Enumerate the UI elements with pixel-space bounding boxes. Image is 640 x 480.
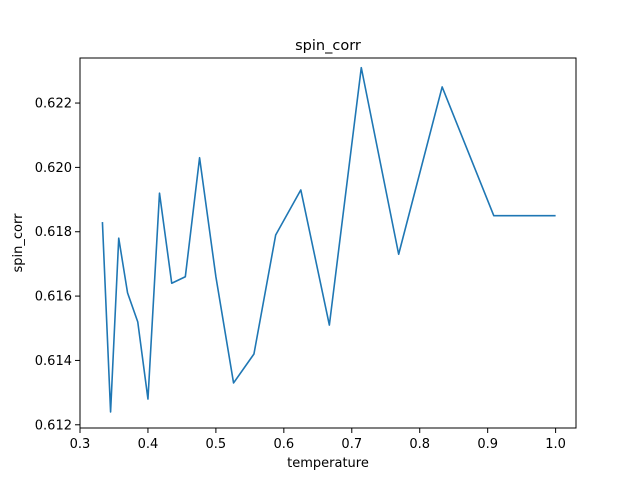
y-axis: 0.612 0.614 0.616 0.618 0.620 0.622: [35, 97, 80, 433]
x-axis-label: temperature: [287, 456, 369, 471]
x-tick-label: 0.5: [206, 437, 227, 452]
y-axis-label: spin_corr: [11, 213, 26, 273]
x-tick-label: 0.3: [70, 437, 91, 452]
x-tick-label: 1.0: [545, 437, 566, 452]
y-tick-label: 0.620: [35, 161, 72, 176]
y-tick-label: 0.622: [35, 97, 72, 112]
x-axis: 0.3 0.4 0.5 0.6 0.7 0.8 0.9 1.0: [70, 428, 566, 452]
series-line: [101, 66, 556, 413]
x-tick-label: 0.7: [341, 437, 362, 452]
series-layer: [101, 66, 556, 413]
x-tick-label: 0.8: [409, 437, 430, 452]
y-tick-label: 0.614: [35, 354, 72, 369]
x-tick-label: 0.4: [138, 437, 159, 452]
x-tick-label: 0.9: [477, 437, 498, 452]
y-tick-label: 0.612: [35, 418, 72, 433]
y-tick-label: 0.618: [35, 225, 72, 240]
chart-title: spin_corr: [295, 38, 361, 54]
plot-area-frame: [79, 57, 577, 429]
y-tick-label: 0.616: [35, 290, 72, 305]
x-tick-label: 0.6: [273, 437, 294, 452]
